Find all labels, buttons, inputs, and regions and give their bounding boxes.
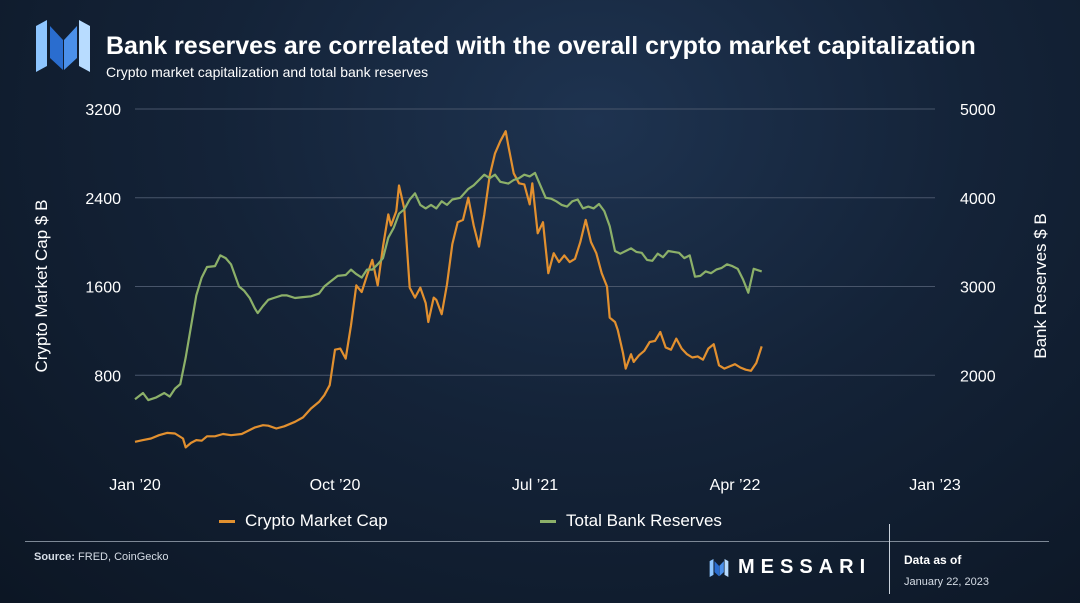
x-tick-label: Apr ’22 <box>710 477 761 494</box>
x-tick-label: Oct ’20 <box>310 477 361 494</box>
data-as-of-date: January 22, 2023 <box>904 576 990 588</box>
source-label: Source: <box>34 551 75 563</box>
brand-name: MESSARI <box>738 556 872 578</box>
legend-crypto: Crypto Market Cap <box>219 511 388 531</box>
legend-crypto-label: Crypto Market Cap <box>245 511 388 530</box>
bank-reserves-line <box>134 171 763 402</box>
y-axis-label-right: Bank Reserves $ B <box>1031 213 1050 359</box>
source-note: Source: FRED, CoinGecko <box>34 551 169 563</box>
messari-mark-icon <box>709 558 729 577</box>
y-tick-right: 2000 <box>960 368 996 385</box>
legend-reserves: Total Bank Reserves <box>540 511 722 531</box>
messari-logo-icon <box>36 20 90 72</box>
footer-vertical-divider <box>889 524 890 594</box>
y-tick-right: 4000 <box>960 191 996 208</box>
y-tick-left: 1600 <box>85 280 121 297</box>
chart-subtitle: Crypto market capitalization and total b… <box>106 64 429 80</box>
y-tick-right: 3000 <box>960 280 996 297</box>
source-text: FRED, CoinGecko <box>78 551 169 563</box>
x-tick-label: Jan ’20 <box>109 477 161 494</box>
x-tick-label: Jan ’23 <box>909 477 961 494</box>
y-tick-left: 800 <box>94 368 121 385</box>
y-tick-left: 3200 <box>85 102 121 119</box>
y-tick-left: 2400 <box>85 191 121 208</box>
legend-reserves-label: Total Bank Reserves <box>566 511 722 530</box>
legend-crypto-swatch <box>219 519 235 523</box>
x-tick-label: Jul ’21 <box>512 477 558 494</box>
y-axis-label-left: Crypto Market Cap $ B <box>32 200 51 373</box>
legend-reserves-swatch <box>540 519 556 523</box>
crypto-market-cap-line <box>134 130 763 449</box>
y-tick-right: 5000 <box>960 102 996 119</box>
brand: MESSARI <box>708 556 871 579</box>
chart-title: Bank reserves are correlated with the ov… <box>106 32 976 60</box>
data-as-of-label: Data as of <box>904 553 962 567</box>
footer-divider <box>25 541 1049 542</box>
